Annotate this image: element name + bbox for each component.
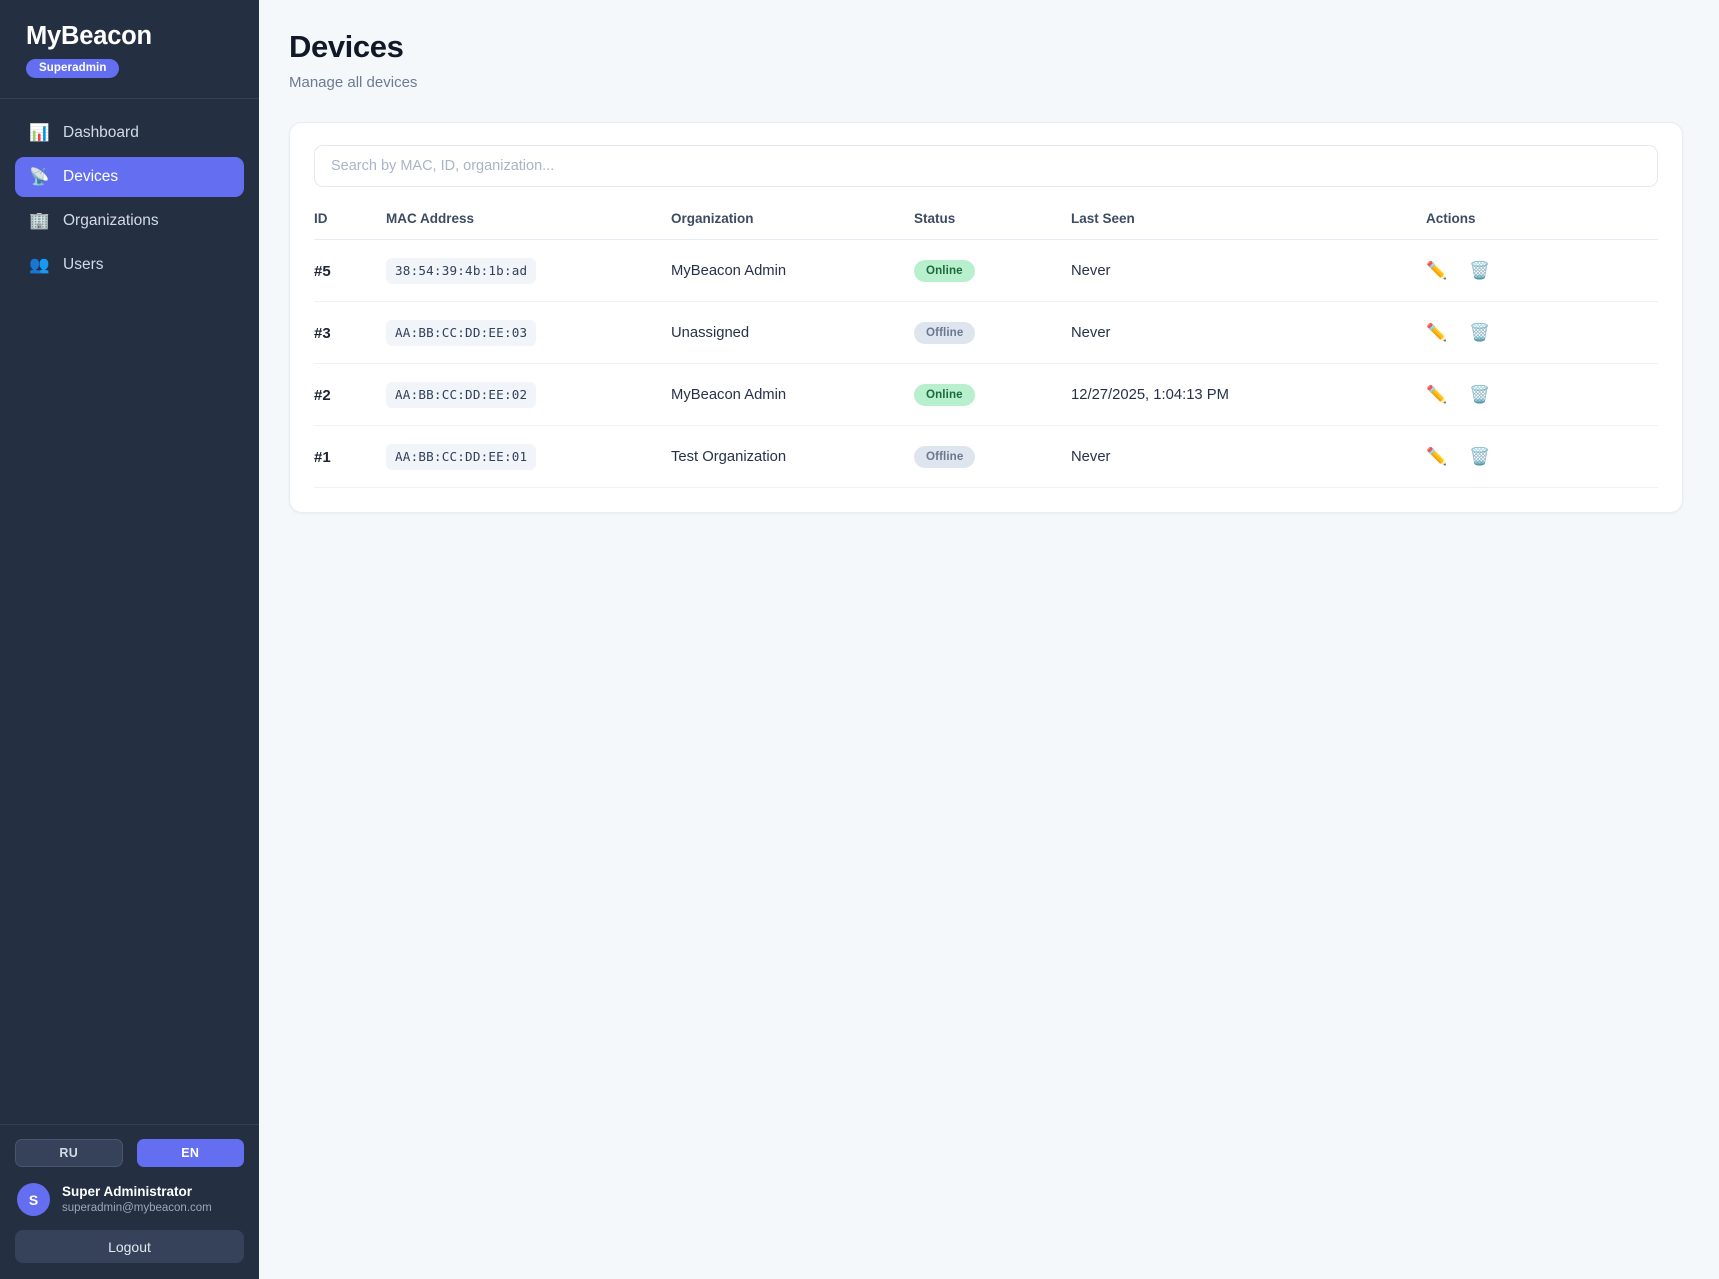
user-info: Super Administrator superadmin@mybeacon.… — [62, 1183, 212, 1215]
status-badge: Offline — [914, 322, 976, 345]
sidebar-item-users[interactable]: 👥 Users — [15, 245, 244, 285]
mac-address-chip: 38:54:39:4b:1b:ad — [386, 258, 537, 285]
table-row[interactable]: #2 AA:BB:CC:DD:EE:02 MyBeacon Admin Online 1… — [314, 363, 1658, 427]
device-id: #2 — [314, 386, 331, 404]
status-badge: Offline — [914, 446, 976, 469]
table-row[interactable]: #3 AA:BB:CC:DD:EE:03 Unassigned Offline Neve… — [314, 301, 1658, 365]
cell-status: Online — [914, 239, 1071, 303]
edit-icon[interactable]: ✏️ — [1426, 323, 1448, 343]
cell-organization: Test Organization — [671, 425, 914, 489]
users-icon: 👥 — [29, 256, 50, 275]
sidebar: MyBeacon Superadmin 📊 Dashboard 📡 Devices 🏢 O… — [0, 0, 259, 1279]
table-header: ID MAC Address Organization Status Last … — [314, 211, 1658, 241]
cell-id: #1 — [314, 425, 386, 489]
cell-mac-address: AA:BB:CC:DD:EE:03 — [386, 301, 671, 365]
column-header-status[interactable]: Status — [914, 211, 1071, 241]
status-badge: Online — [914, 384, 975, 407]
table-header-row: ID MAC Address Organization Status Last … — [314, 211, 1658, 241]
search-input[interactable] — [314, 145, 1658, 188]
user-email: superadmin@mybeacon.com — [62, 1201, 212, 1214]
column-header-organization[interactable]: Organization — [671, 211, 914, 241]
cell-actions: ✏️ 🗑️ — [1426, 363, 1658, 427]
table-row[interactable]: #1 AA:BB:CC:DD:EE:01 Test Organization Offl… — [314, 425, 1658, 489]
device-id: #3 — [314, 324, 331, 342]
cell-actions: ✏️ 🗑️ — [1426, 239, 1658, 303]
sidebar-item-label: Dashboard — [63, 124, 139, 142]
user-profile[interactable]: S Super Administrator superadmin@mybeaco… — [15, 1181, 244, 1230]
bar-chart-icon: 📊 — [29, 124, 50, 143]
language-button-ru[interactable]: RU — [15, 1139, 123, 1167]
user-name: Super Administrator — [62, 1184, 193, 1200]
satellite-dish-icon: 📡 — [29, 168, 50, 187]
delete-icon[interactable]: 🗑️ — [1469, 385, 1491, 405]
page-subtitle: Manage all devices — [289, 74, 418, 92]
edit-icon[interactable]: ✏️ — [1426, 447, 1448, 467]
cell-status: Offline — [914, 425, 1071, 489]
page-title: Devices — [289, 29, 404, 64]
cell-organization: MyBeacon Admin — [671, 239, 914, 303]
delete-icon[interactable]: 🗑️ — [1469, 323, 1491, 343]
sidebar-spacer — [0, 285, 259, 1124]
language-button-en[interactable]: EN — [136, 1139, 244, 1167]
cell-last-seen: 12/27/2025, 1:04:13 PM — [1071, 363, 1426, 427]
cell-actions: ✏️ 🗑️ — [1426, 301, 1658, 365]
cell-mac-address: 38:54:39:4b:1b:ad — [386, 239, 671, 303]
edit-icon[interactable]: ✏️ — [1426, 385, 1448, 405]
role-badge: Superadmin — [26, 59, 120, 79]
devices-card: ID MAC Address Organization Status Last … — [289, 122, 1683, 514]
cell-mac-address: AA:BB:CC:DD:EE:01 — [386, 425, 671, 489]
delete-icon[interactable]: 🗑️ — [1469, 447, 1491, 467]
cell-last-seen: Never — [1071, 301, 1426, 365]
delete-icon[interactable]: 🗑️ — [1469, 261, 1491, 281]
sidebar-item-label: Users — [63, 256, 104, 274]
column-header-mac-address[interactable]: MAC Address — [386, 211, 671, 241]
sidebar-item-label: Organizations — [63, 212, 159, 230]
brand-block: MyBeacon Superadmin — [0, 0, 259, 100]
avatar: S — [17, 1183, 50, 1216]
cell-id: #3 — [314, 301, 386, 365]
cell-id: #5 — [314, 239, 386, 303]
sidebar-footer: RU EN S Super Administrator superadmin@my… — [0, 1124, 259, 1279]
cell-organization: MyBeacon Admin — [671, 363, 914, 427]
column-header-id[interactable]: ID — [314, 211, 386, 241]
mac-address-chip: AA:BB:CC:DD:EE:01 — [386, 444, 537, 471]
sidebar-nav: 📊 Dashboard 📡 Devices 🏢 Organizations 👥 Users — [0, 99, 259, 285]
column-header-last-seen[interactable]: Last Seen — [1071, 211, 1426, 241]
cell-id: #2 — [314, 363, 386, 427]
status-badge: Online — [914, 260, 975, 283]
cell-status: Offline — [914, 301, 1071, 365]
table-body: #5 38:54:39:4b:1b:ad MyBeacon Admin Online N… — [314, 239, 1658, 489]
sidebar-item-dashboard[interactable]: 📊 Dashboard — [15, 113, 244, 153]
office-building-icon: 🏢 — [29, 212, 50, 231]
logout-button[interactable]: Logout — [15, 1230, 244, 1263]
sidebar-item-devices[interactable]: 📡 Devices — [15, 157, 244, 198]
cell-last-seen: Never — [1071, 425, 1426, 489]
sidebar-item-label: Devices — [63, 168, 119, 186]
cell-mac-address: AA:BB:CC:DD:EE:02 — [386, 363, 671, 427]
brand-title: MyBeacon — [26, 22, 152, 50]
mac-address-chip: AA:BB:CC:DD:EE:03 — [386, 320, 537, 347]
mac-address-chip: AA:BB:CC:DD:EE:02 — [386, 382, 537, 409]
device-id: #5 — [314, 262, 331, 280]
cell-status: Online — [914, 363, 1071, 427]
edit-icon[interactable]: ✏️ — [1426, 261, 1448, 281]
table-row[interactable]: #5 38:54:39:4b:1b:ad MyBeacon Admin Online N… — [314, 239, 1658, 303]
cell-actions: ✏️ 🗑️ — [1426, 425, 1658, 489]
column-header-actions: Actions — [1426, 211, 1658, 241]
sidebar-item-organizations[interactable]: 🏢 Organizations — [15, 201, 244, 241]
device-id: #1 — [314, 448, 331, 466]
devices-table: ID MAC Address Organization Status Last … — [314, 211, 1658, 489]
cell-last-seen: Never — [1071, 239, 1426, 303]
main-content: Devices Manage all devices ID MAC Addres… — [259, 0, 1719, 1279]
language-switcher: RU EN — [15, 1139, 244, 1167]
cell-organization: Unassigned — [671, 301, 914, 365]
